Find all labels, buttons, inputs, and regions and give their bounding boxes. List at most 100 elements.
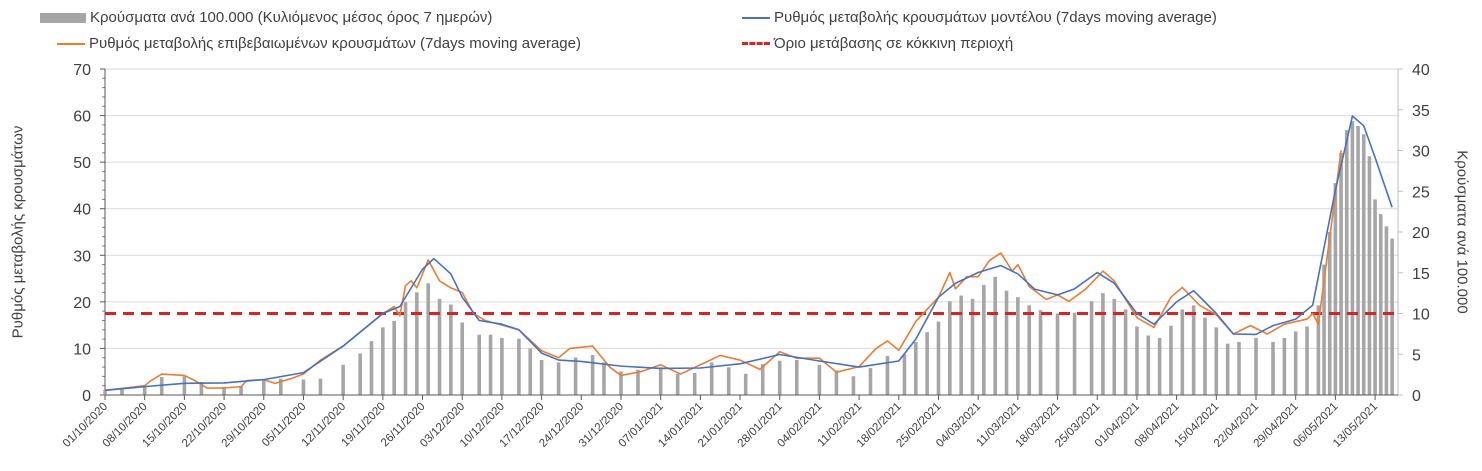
bar-cases (777, 360, 782, 395)
bar-cases (743, 373, 748, 395)
legend-item-confirmed: Ρυθμός μεταβολής επιβεβαιωμένων κρουσμάτ… (57, 35, 581, 52)
bar-cases (959, 295, 963, 395)
y-tick-label-right: 15 (1412, 266, 1430, 283)
bar-cases (1214, 327, 1219, 395)
bar-cases (726, 367, 731, 395)
bar-cases (936, 321, 941, 395)
bar-cases (1339, 152, 1343, 395)
bar-cases (590, 355, 595, 395)
y-tick-label-left: 10 (73, 341, 91, 358)
legend-label: Κρούσματα ανά 100.000 (Κυλιόμενος μέσος … (90, 9, 493, 26)
bar-cases (120, 388, 124, 395)
bar-cases (415, 292, 419, 395)
bar-cases (675, 373, 680, 395)
bar-cases (1157, 337, 1162, 395)
y-tick-label-right: 35 (1412, 103, 1430, 120)
bar-cases (1237, 342, 1241, 395)
bar-cases (528, 348, 533, 395)
bar-cases (222, 386, 226, 395)
legend-label: Ρυθμός μεταβολής κρουσμάτων μοντέλου (7d… (774, 9, 1217, 26)
bar-cases (182, 376, 187, 395)
y-tick-label-right: 10 (1412, 307, 1430, 324)
bar-cases (449, 304, 453, 395)
bar-cases (301, 379, 306, 395)
bar-cases (341, 364, 345, 395)
bar-cases (636, 369, 640, 395)
bar-cases (261, 380, 266, 395)
bar-cases (239, 386, 243, 395)
bar-cases (658, 367, 663, 395)
bar-cases (1112, 298, 1117, 395)
bar-cases (902, 354, 907, 395)
y-tick-label-right: 30 (1412, 144, 1430, 161)
bar-cases (1072, 312, 1077, 395)
bar-cases (1180, 309, 1185, 395)
bar-cases (1367, 156, 1372, 395)
y-tick-label-left: 40 (73, 202, 91, 219)
bar-cases (1305, 326, 1309, 395)
bar-cases (709, 362, 714, 395)
legend-swatch-line (742, 16, 770, 19)
bar-cases (403, 302, 408, 395)
bar-cases (539, 359, 544, 395)
bar-cases (1378, 214, 1383, 395)
bar-cases (868, 368, 873, 395)
bar-cases (619, 371, 623, 395)
bar-cases (381, 327, 385, 395)
bar-cases (1191, 305, 1196, 395)
bar-cases (1027, 305, 1032, 395)
bar-cases (1123, 309, 1128, 395)
y-tick-label-right: 25 (1412, 184, 1430, 201)
bar-cases (517, 338, 521, 395)
bar-cases (993, 276, 997, 395)
bar-cases (1089, 301, 1094, 395)
y-tick-label-left: 60 (73, 109, 91, 126)
bar-cases (199, 381, 204, 395)
y-tick-label-right: 20 (1412, 225, 1430, 242)
bar-cases (103, 390, 107, 395)
bar-cases (392, 320, 396, 395)
bar-cases (556, 362, 561, 395)
bar-cases (1322, 264, 1326, 395)
y-tick-label-left: 30 (73, 248, 91, 265)
bar-cases (982, 284, 986, 395)
legend-label: Όριο μετάβασης σε κόκκινη περιοχή (774, 35, 1014, 52)
bar-cases (142, 385, 147, 395)
legend-swatch-line (57, 42, 85, 45)
bar-cases (794, 359, 799, 395)
bar-cases (278, 378, 283, 395)
y-tick-label-right: 40 (1412, 62, 1430, 79)
y-tick-label-left: 0 (82, 388, 91, 405)
bar-cases (437, 298, 442, 395)
bar-cases (500, 337, 504, 395)
bar-cases (914, 342, 918, 395)
series-line-model (104, 115, 1393, 392)
bar-cases (1135, 326, 1139, 395)
bar-cases (1293, 331, 1298, 395)
bar-cases (885, 355, 890, 395)
bar-cases (573, 357, 578, 395)
bar-cases (1169, 325, 1173, 395)
bar-cases (1350, 121, 1355, 395)
bar-cases (1373, 199, 1377, 395)
bar-cases (1203, 317, 1207, 395)
legend-item-cases: Κρούσματα ανά 100.000 (Κυλιόμενος μέσος … (40, 9, 492, 26)
bar-cases (851, 376, 856, 395)
bar-cases (1390, 238, 1394, 395)
series-line-confirmed (104, 150, 1342, 392)
legend-item-model: Ρυθμός μεταβολής κρουσμάτων μοντέλου (7d… (742, 9, 1217, 26)
bar-cases (426, 283, 430, 395)
bar-cases (1004, 290, 1009, 395)
bar-cases (1333, 183, 1338, 395)
y-tick-label-left: 50 (73, 155, 91, 172)
bar-cases (1282, 337, 1287, 395)
legend-swatch-bar (40, 12, 86, 23)
bar-cases (1356, 126, 1360, 396)
legend-label: Ρυθμός μεταβολής επιβεβαιωμένων κρουσμάτ… (89, 35, 581, 52)
y-tick-label-left: 20 (73, 295, 91, 312)
bar-cases (1038, 310, 1043, 395)
bar-cases (1316, 305, 1321, 395)
bar-cases (1101, 293, 1105, 395)
y-tick-label-right: 0 (1412, 388, 1421, 405)
